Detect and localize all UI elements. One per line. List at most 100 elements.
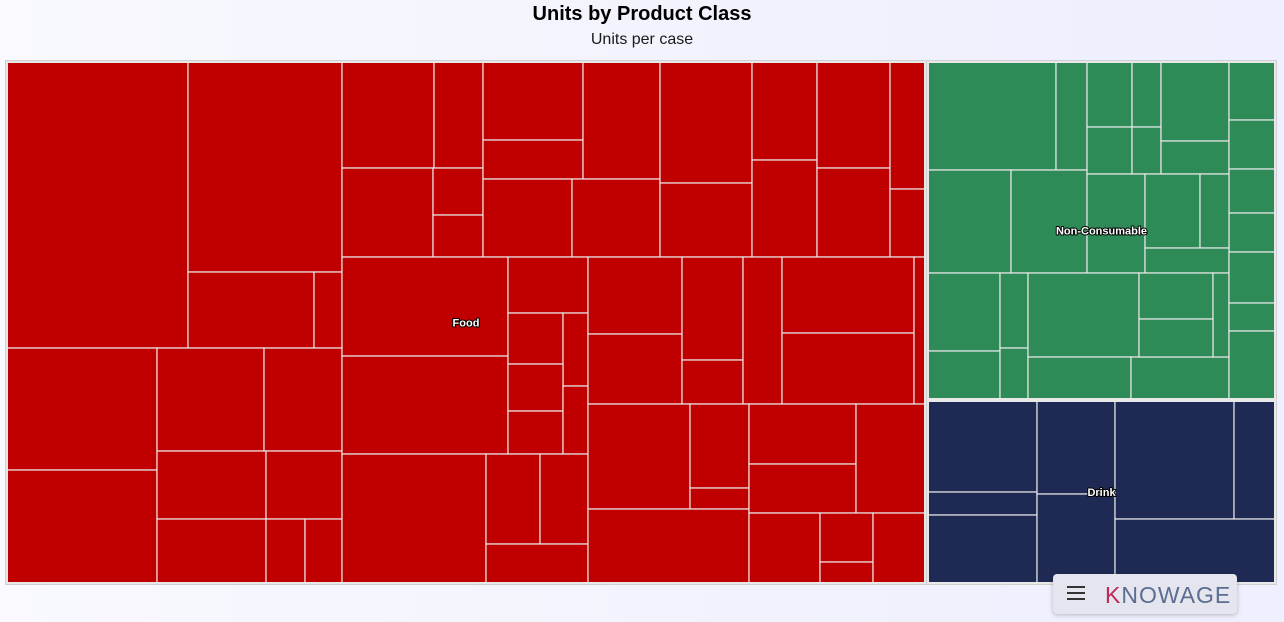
hamburger-menu-icon[interactable] xyxy=(1067,586,1085,602)
treemap-tile[interactable] xyxy=(927,350,1001,400)
treemap-tile[interactable] xyxy=(659,61,753,184)
treemap-tile[interactable] xyxy=(927,491,1038,516)
treemap-tile[interactable] xyxy=(6,347,158,471)
treemap-tile[interactable] xyxy=(1010,169,1088,274)
treemap-tile[interactable] xyxy=(689,403,750,489)
treemap-tile[interactable] xyxy=(819,561,874,584)
treemap-tile[interactable] xyxy=(507,410,564,455)
treemap-tile[interactable] xyxy=(742,256,783,405)
treemap-tile[interactable] xyxy=(999,347,1029,400)
treemap-tile[interactable] xyxy=(482,178,573,258)
treemap-tile[interactable] xyxy=(1138,318,1214,358)
treemap-tile[interactable] xyxy=(781,332,915,405)
treemap-tile[interactable] xyxy=(482,139,584,180)
treemap-group-drink[interactable]: Drink xyxy=(927,400,1276,584)
treemap-tile[interactable] xyxy=(1138,272,1214,320)
treemap-tile[interactable] xyxy=(507,312,564,365)
treemap-tile[interactable] xyxy=(1027,272,1140,358)
treemap-tile[interactable] xyxy=(485,543,589,584)
treemap-tile[interactable] xyxy=(187,271,315,349)
treemap-tile[interactable] xyxy=(816,167,891,258)
treemap-tile[interactable] xyxy=(485,453,541,545)
treemap-tile[interactable] xyxy=(482,61,584,141)
treemap-tile[interactable] xyxy=(539,453,589,545)
treemap-tile[interactable] xyxy=(872,512,926,584)
treemap-tile[interactable] xyxy=(1114,518,1276,584)
treemap-tile[interactable] xyxy=(263,347,343,452)
treemap-tile[interactable] xyxy=(587,508,750,584)
treemap-tile[interactable] xyxy=(927,400,1038,493)
treemap-tile[interactable] xyxy=(304,518,343,584)
treemap-tile[interactable] xyxy=(1160,61,1230,142)
treemap-tile[interactable] xyxy=(1199,173,1230,249)
treemap-tile[interactable] xyxy=(265,450,343,520)
treemap-tile[interactable] xyxy=(659,182,753,258)
treemap-tile[interactable] xyxy=(781,256,915,334)
treemap-tile[interactable] xyxy=(889,188,926,258)
treemap-tile[interactable] xyxy=(748,463,857,514)
treemap-tile[interactable] xyxy=(156,347,265,452)
treemap-tile[interactable] xyxy=(587,333,683,405)
treemap-tile[interactable] xyxy=(587,403,691,510)
treemap-tile[interactable] xyxy=(927,61,1057,171)
treemap-tile[interactable] xyxy=(1228,330,1276,400)
treemap-tile[interactable] xyxy=(341,256,509,357)
treemap-tile[interactable] xyxy=(999,272,1029,349)
treemap-tile[interactable] xyxy=(1086,126,1133,175)
treemap-tile[interactable] xyxy=(341,453,487,584)
treemap-tile[interactable] xyxy=(751,159,818,258)
treemap-tile[interactable] xyxy=(6,469,158,584)
treemap-tile[interactable] xyxy=(562,312,589,387)
treemap-tile[interactable] xyxy=(889,61,926,190)
treemap-tile[interactable] xyxy=(1130,356,1230,400)
treemap-tile[interactable] xyxy=(1036,400,1116,495)
treemap-tile[interactable] xyxy=(433,61,484,169)
treemap-tile[interactable] xyxy=(587,256,683,335)
treemap-tile[interactable] xyxy=(562,385,589,455)
treemap-group-non-consumable[interactable]: Non-Consumable xyxy=(927,61,1276,400)
treemap-tile[interactable] xyxy=(681,256,744,361)
treemap-tile[interactable] xyxy=(341,355,509,455)
treemap-tile[interactable] xyxy=(6,61,189,349)
treemap-tile[interactable] xyxy=(1144,173,1201,249)
treemap-tile[interactable] xyxy=(1144,247,1230,274)
treemap-tile[interactable] xyxy=(1114,400,1235,520)
treemap-tile[interactable] xyxy=(816,61,891,169)
treemap-tile[interactable] xyxy=(582,61,661,180)
treemap-tile[interactable] xyxy=(751,61,818,161)
treemap-tile[interactable] xyxy=(1233,400,1276,520)
treemap-tile[interactable] xyxy=(1086,173,1146,274)
treemap-tile[interactable] xyxy=(1228,119,1276,170)
treemap-tile[interactable] xyxy=(689,487,750,510)
treemap-tile[interactable] xyxy=(1055,61,1088,171)
treemap-tile[interactable] xyxy=(1228,251,1276,304)
treemap-tile[interactable] xyxy=(313,271,343,349)
treemap-tile[interactable] xyxy=(1160,140,1230,175)
treemap-tile[interactable] xyxy=(913,256,926,405)
treemap-tile[interactable] xyxy=(1228,61,1276,121)
treemap-tile[interactable] xyxy=(432,167,484,216)
treemap-tile[interactable] xyxy=(571,178,661,258)
treemap-tile[interactable] xyxy=(341,167,434,258)
treemap-tile[interactable] xyxy=(819,512,874,563)
treemap-tile[interactable] xyxy=(156,450,267,520)
treemap-tile[interactable] xyxy=(1036,493,1116,584)
treemap-tile[interactable] xyxy=(507,256,589,314)
treemap-tile[interactable] xyxy=(341,61,435,169)
treemap-tile[interactable] xyxy=(1086,61,1133,128)
treemap-tile[interactable] xyxy=(156,518,267,584)
treemap-tile[interactable] xyxy=(855,403,926,514)
treemap-group-food[interactable]: Food xyxy=(6,61,926,584)
treemap-tile[interactable] xyxy=(1131,126,1162,175)
treemap-tile[interactable] xyxy=(507,363,564,412)
treemap-tile[interactable] xyxy=(927,169,1012,274)
treemap-tile[interactable] xyxy=(927,272,1001,352)
treemap-tile[interactable] xyxy=(748,512,821,584)
treemap-tile[interactable] xyxy=(681,359,744,405)
treemap-tile[interactable] xyxy=(187,61,343,273)
treemap-tile[interactable] xyxy=(1027,356,1132,400)
treemap-tile[interactable] xyxy=(1228,302,1276,332)
treemap-tile[interactable] xyxy=(1228,212,1276,253)
treemap-tile[interactable] xyxy=(265,518,306,584)
treemap-tile[interactable] xyxy=(927,514,1038,584)
